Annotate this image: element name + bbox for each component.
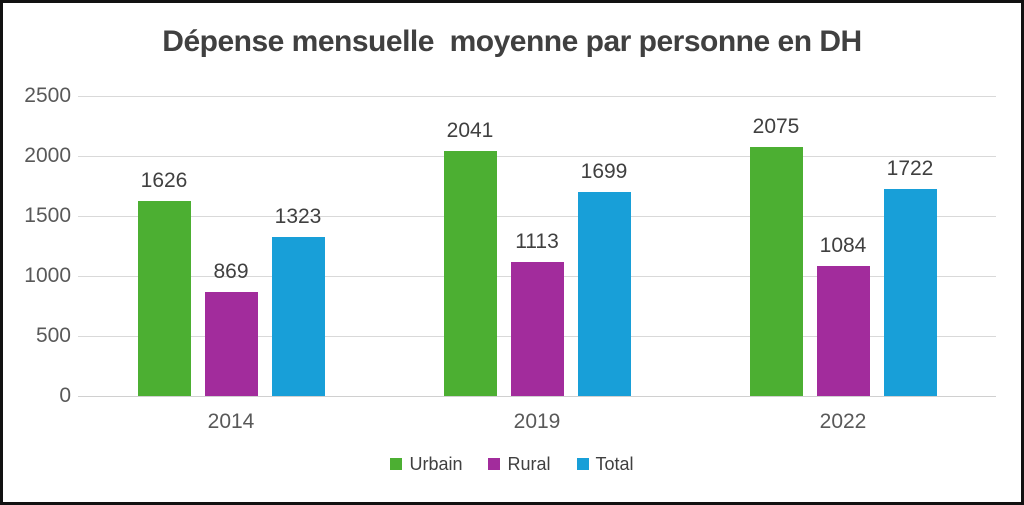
y-axis-tick-0: 0 bbox=[59, 384, 71, 408]
y-axis-tick-2500: 2500 bbox=[24, 84, 71, 108]
y-axis-tick-500: 500 bbox=[35, 324, 71, 348]
data-label-rural-2014: 869 bbox=[213, 259, 249, 283]
x-axis-tick-2019: 2019 bbox=[513, 410, 561, 433]
plot-area: 2500 2000 1500 1000 500 0 1626 869 1323 2014 2041 1… bbox=[3, 3, 1021, 502]
bar-total-2019 bbox=[577, 192, 631, 396]
bar-rural-2022 bbox=[816, 265, 870, 396]
legend-label-urbain: Urbain bbox=[409, 454, 463, 474]
gridline-2000 bbox=[78, 156, 996, 157]
gridline-2500 bbox=[78, 96, 996, 97]
legend-item-total: Total bbox=[576, 454, 634, 474]
data-label-total-2019: 1699 bbox=[580, 160, 628, 184]
bar-total-2022 bbox=[883, 189, 937, 396]
legend-item-urbain: Urbain bbox=[390, 455, 462, 473]
chart-title: Dépense mensuelle moyenne par personne e… bbox=[162, 25, 862, 58]
legend-swatch-urbain bbox=[390, 458, 403, 470]
data-label-rural-2022: 1084 bbox=[819, 233, 867, 257]
legend: Urbain Rural Total bbox=[3, 455, 1021, 473]
y-axis-tick-1000: 1000 bbox=[24, 264, 71, 288]
data-label-total-2022: 1722 bbox=[886, 157, 934, 181]
x-axis-tick-2022: 2022 bbox=[819, 410, 867, 433]
bar-rural-2014 bbox=[204, 291, 258, 396]
x-axis-tick-2014: 2014 bbox=[207, 410, 255, 433]
gridline-0 bbox=[78, 396, 996, 397]
bar-urbain-2019 bbox=[443, 151, 497, 396]
legend-label-rural: Rural bbox=[507, 454, 551, 474]
data-label-urbain-2022: 2075 bbox=[752, 115, 800, 138]
data-label-urbain-2019: 2041 bbox=[446, 119, 494, 143]
gridline-1500 bbox=[78, 216, 996, 217]
data-label-urbain-2014: 1626 bbox=[140, 168, 188, 192]
y-axis-tick-1500: 1500 bbox=[24, 204, 71, 228]
bar-urbain-2014 bbox=[137, 200, 191, 396]
data-label-total-2014: 1323 bbox=[274, 205, 322, 229]
legend-swatch-rural bbox=[488, 458, 501, 470]
y-axis-tick-2000: 2000 bbox=[24, 144, 71, 168]
legend-label-total: Total bbox=[595, 454, 634, 474]
data-label-rural-2019: 1113 bbox=[515, 230, 559, 254]
bar-rural-2019 bbox=[510, 262, 564, 396]
bar-urbain-2022 bbox=[749, 147, 803, 396]
bar-total-2014 bbox=[271, 237, 325, 396]
legend-item-rural: Rural bbox=[488, 454, 551, 474]
legend-swatch-total bbox=[576, 458, 589, 470]
